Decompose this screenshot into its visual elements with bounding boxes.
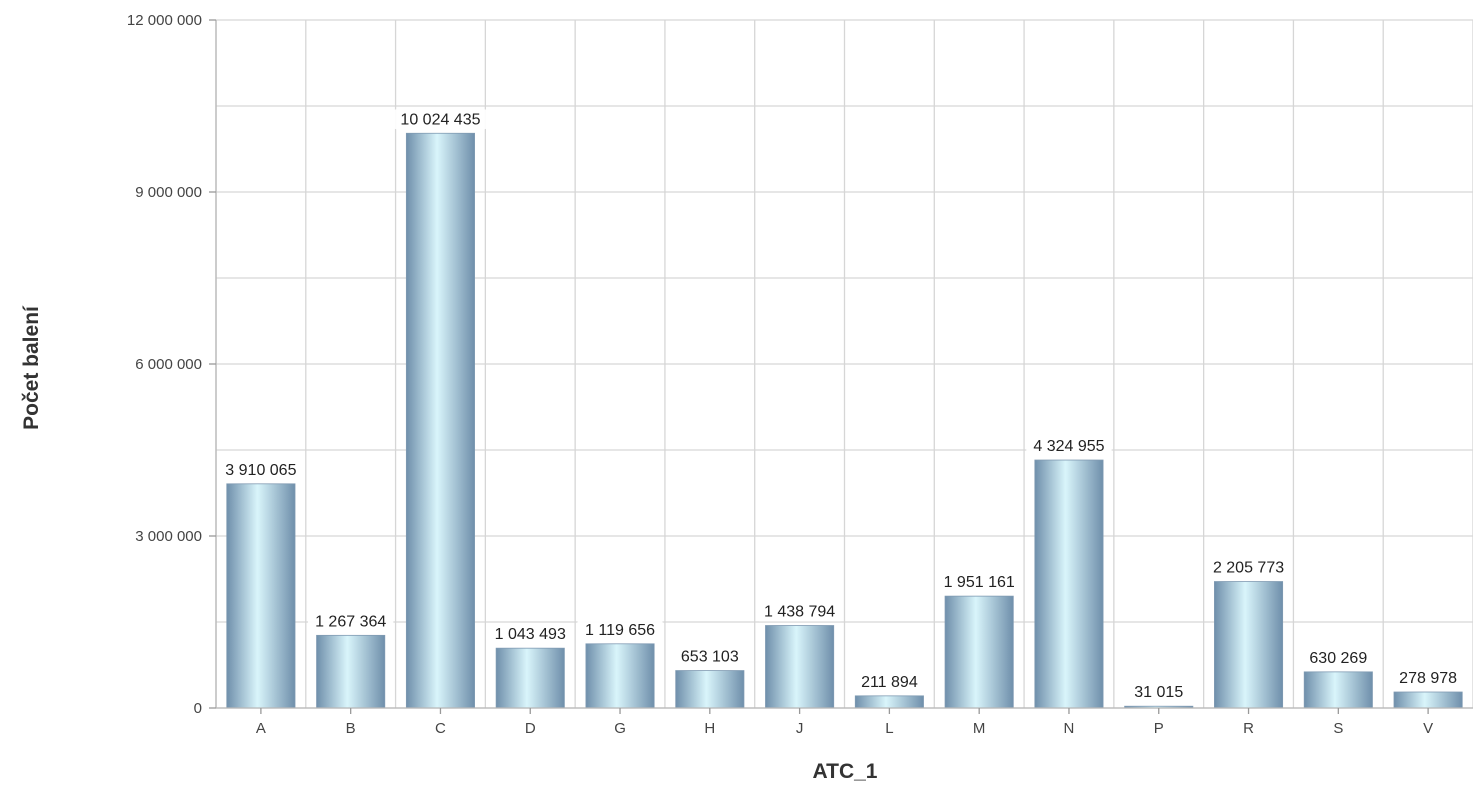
x-tick-label: B <box>346 720 356 737</box>
x-tick-label: C <box>435 720 446 737</box>
data-label-bg <box>577 619 663 640</box>
bar-M <box>944 595 1014 709</box>
data-labels: 3 910 065 1 267 364 10 024 435 1 043 493 1 1… <box>218 109 1463 703</box>
x-axis-title: ATC_1 <box>813 760 878 783</box>
x-tick-label: V <box>1423 720 1433 737</box>
x-tick-label: H <box>704 720 715 737</box>
bar-V <box>1393 691 1463 709</box>
data-label-P: 31 015 <box>1134 684 1183 701</box>
x-tick-label: M <box>973 720 986 737</box>
data-label-bg <box>855 671 924 692</box>
x-tick-label: G <box>614 720 626 737</box>
data-label-N: 4 324 955 <box>1033 438 1104 455</box>
data-label-V: 278 978 <box>1399 670 1457 687</box>
bar-B <box>316 634 386 709</box>
y-tick-label: 9 000 000 <box>135 184 202 201</box>
data-label-bg <box>1304 647 1373 668</box>
data-label-bg <box>1394 668 1463 689</box>
bars <box>226 132 1463 709</box>
data-label-bg <box>1205 557 1292 578</box>
data-label-C: 10 024 435 <box>400 111 480 128</box>
x-tick-label: A <box>256 720 266 737</box>
x-tick-label: J <box>796 720 804 737</box>
bar-G <box>585 643 655 709</box>
data-label-bg <box>675 646 744 667</box>
data-label-L: 211 894 <box>861 674 918 691</box>
bar-N <box>1034 459 1104 709</box>
data-label-bg <box>307 611 394 632</box>
data-label-J: 1 438 794 <box>764 604 835 621</box>
y-tick-label: 12 000 000 <box>127 12 202 29</box>
data-label-bg <box>756 601 843 622</box>
data-label-D: 1 043 493 <box>495 626 566 643</box>
data-label-A: 3 910 065 <box>225 462 296 479</box>
x-tick-label: R <box>1243 720 1254 737</box>
x-tick-label: S <box>1333 720 1343 737</box>
data-label-G: 1 119 656 <box>585 622 655 639</box>
bar-L <box>854 695 924 709</box>
bar-R <box>1214 581 1284 709</box>
x-tick-label: D <box>525 720 536 737</box>
x-tick-label: P <box>1154 720 1164 737</box>
data-label-bg <box>218 459 304 480</box>
data-label-M: 1 951 161 <box>944 574 1015 591</box>
data-label-R: 2 205 773 <box>1213 560 1284 577</box>
x-tick-label: N <box>1064 720 1075 737</box>
bar-H <box>675 670 745 709</box>
bar-J <box>765 625 835 709</box>
data-label-H: 653 103 <box>681 649 739 666</box>
y-tick-label: 3 000 000 <box>135 528 202 545</box>
data-label-bg <box>1128 682 1189 703</box>
bar-C <box>405 132 475 709</box>
data-label-B: 1 267 364 <box>315 613 386 630</box>
bar-S <box>1303 671 1373 709</box>
axes: 0 3 000 000 6 000 000 9 000 000 12 000 000 A B… <box>127 12 1473 737</box>
data-label-bg <box>1026 436 1112 457</box>
data-label-bg <box>936 572 1022 593</box>
y-tick-label: 6 000 000 <box>135 356 202 373</box>
data-label-bg <box>487 624 573 645</box>
data-label-S: 630 269 <box>1309 650 1367 667</box>
x-tick-label: L <box>885 720 893 737</box>
y-axis-title: Počet balení <box>20 305 43 430</box>
data-label-bg <box>393 109 488 130</box>
bar-D <box>495 647 565 709</box>
y-tick-label: 0 <box>194 700 202 717</box>
bar-A <box>226 483 296 709</box>
